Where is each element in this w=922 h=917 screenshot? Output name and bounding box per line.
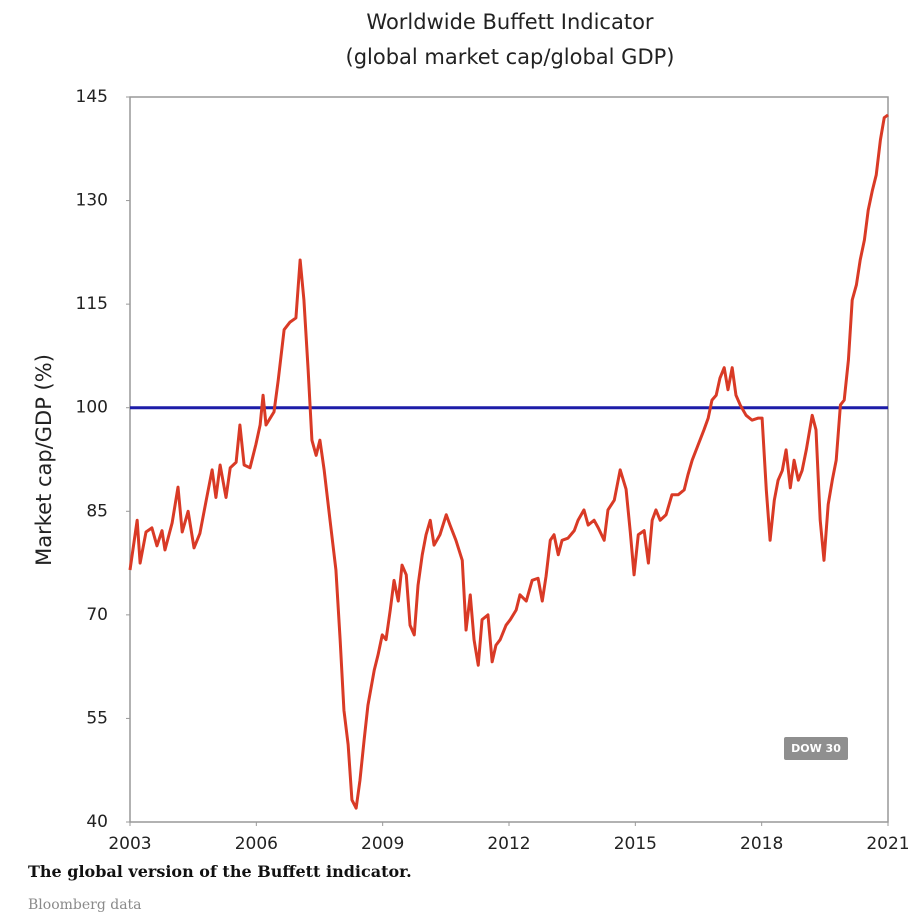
source: Bloomberg data bbox=[28, 897, 142, 913]
y-tick-label: 70 bbox=[86, 605, 108, 625]
y-tick-label: 130 bbox=[76, 191, 108, 211]
y-tick-label: 85 bbox=[86, 501, 108, 521]
x-tick-label: 2021 bbox=[866, 834, 909, 854]
y-tick-label: 145 bbox=[76, 87, 108, 107]
chart: Worldwide Buffett Indicator (global mark… bbox=[32, 10, 910, 854]
badge: DOW 30 bbox=[791, 742, 841, 755]
y-tick-label: 100 bbox=[76, 398, 108, 418]
x-tick-label: 2003 bbox=[108, 834, 151, 854]
y-tick-label: 115 bbox=[76, 294, 108, 314]
x-tick-label: 2012 bbox=[487, 834, 530, 854]
caption: The global version of the Buffett indica… bbox=[28, 862, 412, 881]
x-tick-label: 2006 bbox=[235, 834, 278, 854]
y-tick-label: 55 bbox=[86, 708, 108, 728]
x-tick-label: 2009 bbox=[361, 834, 404, 854]
chart-subtitle: (global market cap/global GDP) bbox=[346, 45, 675, 69]
data-line bbox=[128, 113, 889, 810]
chart-title: Worldwide Buffett Indicator bbox=[366, 10, 654, 34]
badge-bg bbox=[784, 737, 848, 760]
y-axis-label: Market cap/GDP (%) bbox=[32, 354, 56, 566]
x-tick-label: 2015 bbox=[614, 834, 657, 854]
y-tick-label: 40 bbox=[86, 812, 108, 832]
x-tick-label: 2018 bbox=[740, 834, 783, 854]
